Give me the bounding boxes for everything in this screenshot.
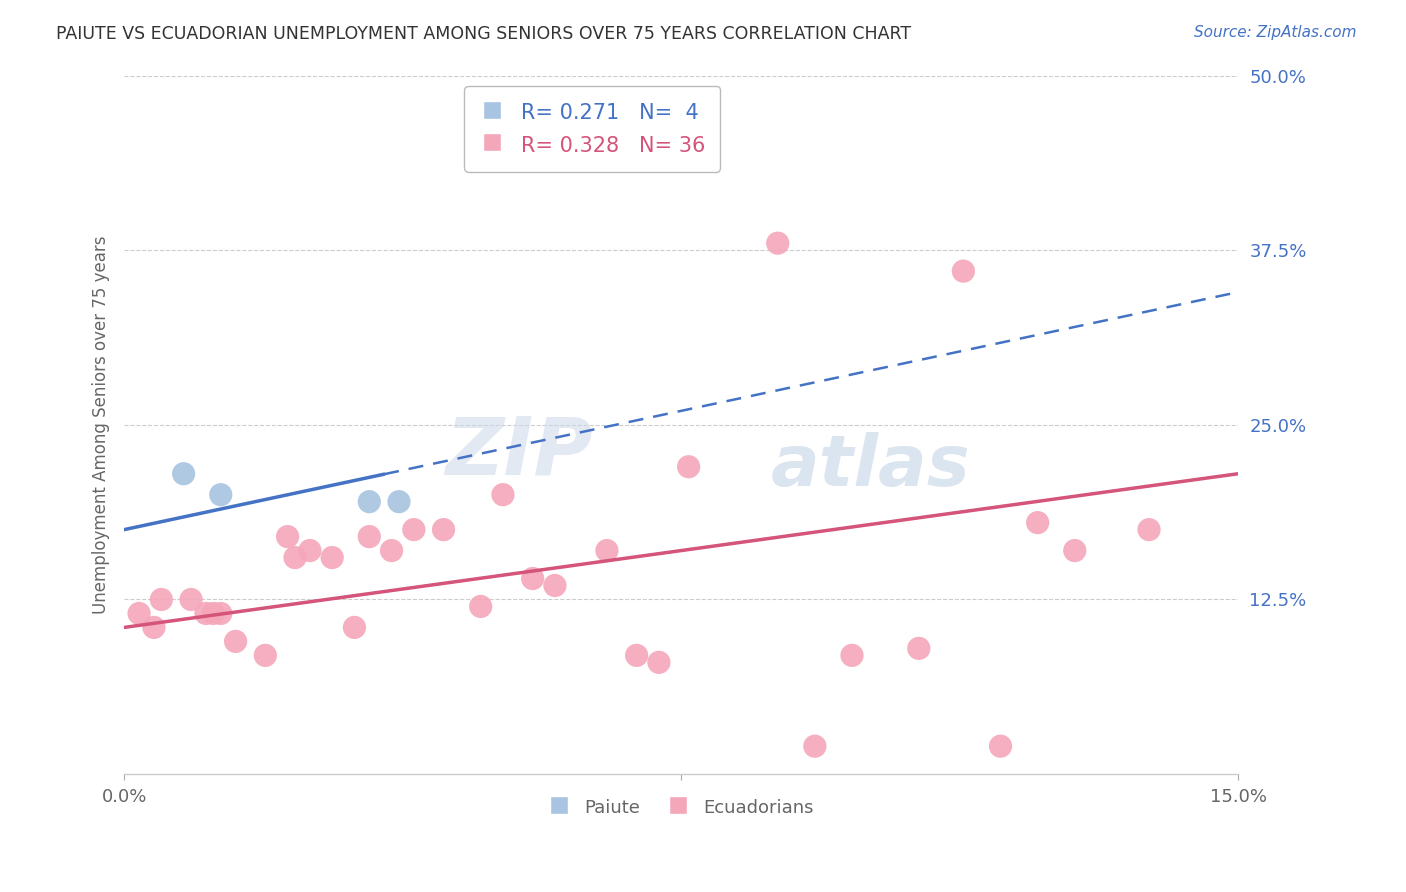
Point [402, 523, 425, 537]
Point [194, 607, 217, 621]
Point [321, 550, 343, 565]
Point [952, 264, 974, 278]
Point [1026, 516, 1049, 530]
Point [678, 459, 700, 474]
Point [990, 739, 1012, 754]
Point [432, 523, 454, 537]
Point [1137, 523, 1160, 537]
Point [359, 494, 381, 508]
Point [209, 607, 232, 621]
Point [359, 530, 381, 544]
Point [626, 648, 648, 663]
Point [277, 530, 299, 544]
Point [544, 578, 567, 592]
Point [128, 607, 150, 621]
Point [284, 550, 307, 565]
Y-axis label: Unemployment Among Seniors over 75 years: Unemployment Among Seniors over 75 years [93, 235, 110, 614]
Point [173, 467, 195, 481]
Point [596, 543, 619, 558]
Point [492, 488, 515, 502]
Text: Source: ZipAtlas.com: Source: ZipAtlas.com [1194, 25, 1357, 40]
Point [804, 739, 827, 754]
Point [254, 648, 277, 663]
Point [225, 634, 247, 648]
Point [648, 656, 671, 670]
Text: ZIP: ZIP [444, 414, 592, 491]
Point [1063, 543, 1085, 558]
Point [150, 592, 173, 607]
Point [142, 620, 165, 634]
Point [470, 599, 492, 614]
Point [908, 641, 931, 656]
Legend: Paiute, Ecuadorians: Paiute, Ecuadorians [541, 789, 821, 824]
Point [841, 648, 863, 663]
Point [343, 620, 366, 634]
Point [380, 543, 402, 558]
Point [388, 494, 411, 508]
Text: PAIUTE VS ECUADORIAN UNEMPLOYMENT AMONG SENIORS OVER 75 YEARS CORRELATION CHART: PAIUTE VS ECUADORIAN UNEMPLOYMENT AMONG … [56, 25, 911, 43]
Point [766, 236, 789, 251]
Point [522, 572, 544, 586]
Text: atlas: atlas [770, 433, 970, 501]
Point [574, 153, 596, 167]
Point [298, 543, 321, 558]
Point [180, 592, 202, 607]
Point [202, 607, 225, 621]
Point [209, 488, 232, 502]
